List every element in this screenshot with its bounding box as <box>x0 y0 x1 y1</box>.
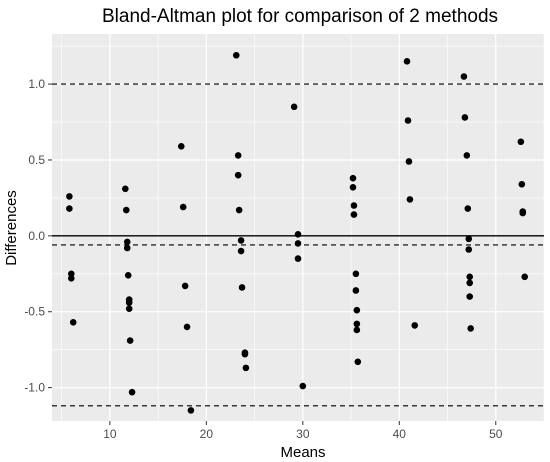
x-tick-label: 10 <box>103 427 117 441</box>
data-point <box>122 206 130 214</box>
data-point <box>179 203 187 211</box>
data-point <box>465 235 473 243</box>
data-point <box>123 244 131 252</box>
plot-panel <box>52 34 544 421</box>
data-point <box>235 206 243 214</box>
data-point <box>465 246 473 253</box>
data-point <box>232 51 240 59</box>
x-tick-label: 20 <box>200 427 214 441</box>
data-point <box>69 319 77 326</box>
y-tick-label: 0.0 <box>28 229 45 243</box>
y-tick-label: 1.0 <box>28 77 45 91</box>
data-point <box>294 240 302 247</box>
data-point <box>123 238 131 246</box>
data-point <box>353 320 361 328</box>
x-tick-label: 50 <box>489 427 503 441</box>
data-point <box>466 293 474 300</box>
data-point <box>124 272 132 279</box>
x-tick-label: 30 <box>296 427 310 441</box>
data-point <box>521 273 529 281</box>
data-point <box>238 284 246 291</box>
data-point <box>463 152 471 159</box>
data-point <box>125 305 133 312</box>
data-point <box>234 171 242 179</box>
x-axis-title: Means <box>280 444 325 461</box>
data-point <box>66 193 73 200</box>
data-point <box>187 407 195 414</box>
data-point <box>122 185 129 193</box>
data-point <box>518 180 526 188</box>
data-point <box>352 287 360 294</box>
data-point <box>406 196 414 203</box>
data-point <box>405 158 413 165</box>
y-axis: -1.0 -0.5 0.0 0.5 1.0 <box>24 77 52 395</box>
data-point <box>177 143 185 150</box>
data-point <box>128 388 136 396</box>
data-point <box>242 364 250 372</box>
data-point <box>464 205 472 212</box>
data-point <box>126 337 134 344</box>
y-tick-label: -1.0 <box>24 381 45 395</box>
data-point <box>460 73 468 80</box>
x-tick-label: 40 <box>393 427 407 441</box>
data-point <box>241 350 249 358</box>
y-axis-title: Differences <box>3 190 20 266</box>
data-point <box>350 211 358 218</box>
chart-title: Bland-Altman plot for comparison of 2 me… <box>102 6 498 27</box>
data-point <box>461 114 469 121</box>
data-point <box>517 138 525 146</box>
y-tick-label: 0.5 <box>28 153 45 167</box>
data-point <box>467 325 474 332</box>
data-point <box>299 382 307 390</box>
data-point <box>67 270 75 278</box>
data-point <box>349 183 357 191</box>
data-point <box>125 299 133 306</box>
data-point <box>350 202 358 209</box>
data-point <box>294 255 302 262</box>
data-point <box>66 205 73 212</box>
data-point <box>466 273 474 281</box>
x-axis: 10 20 30 40 50 <box>103 421 503 441</box>
data-point <box>354 358 362 366</box>
data-point <box>181 282 189 290</box>
data-point <box>353 306 361 314</box>
minor-gridlines <box>52 34 545 421</box>
data-point <box>294 231 302 238</box>
data-point <box>234 152 242 159</box>
data-point <box>466 279 474 287</box>
data-point <box>237 247 245 255</box>
data-point <box>183 323 191 331</box>
data-point <box>290 103 298 111</box>
data-point <box>352 270 360 278</box>
data-point <box>404 117 412 124</box>
data-point <box>411 322 419 329</box>
data-point <box>353 326 361 334</box>
y-tick-label: -0.5 <box>24 305 45 319</box>
data-point <box>519 209 527 217</box>
data-point <box>349 174 357 182</box>
data-point <box>67 275 75 282</box>
data-point <box>237 237 245 244</box>
data-point <box>403 58 411 65</box>
data-points <box>66 51 529 414</box>
